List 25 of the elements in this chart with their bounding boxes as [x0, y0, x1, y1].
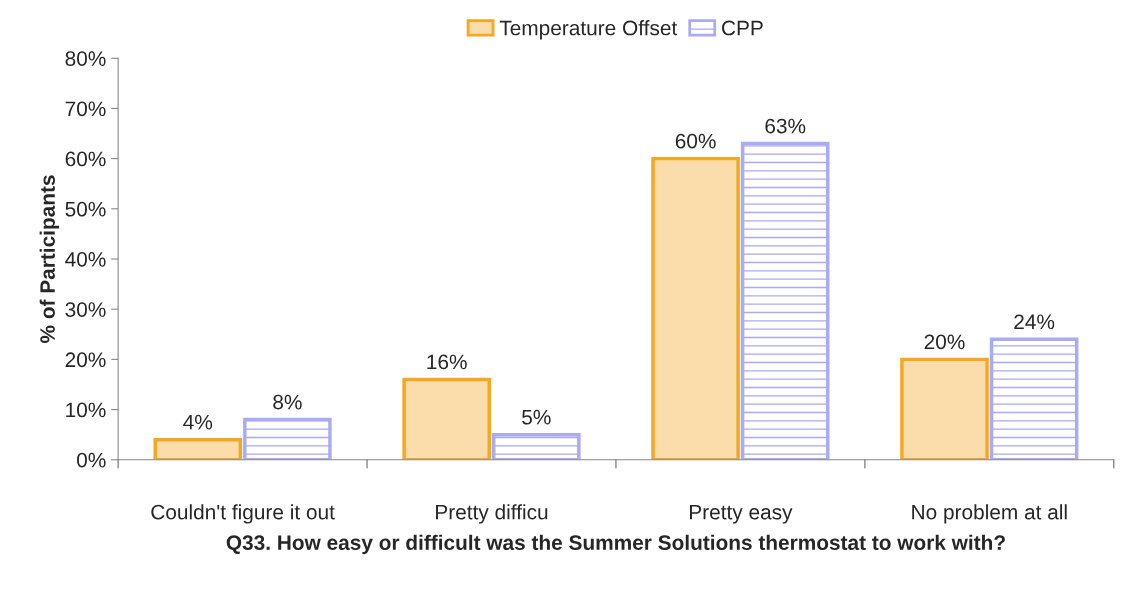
y-tick-label: 20%	[65, 352, 106, 368]
data-label: 60%	[675, 133, 716, 149]
data-label: 20%	[924, 334, 965, 350]
y-axis-title: % of Participants	[39, 175, 60, 343]
y-tick-label: 0%	[77, 452, 106, 468]
legend-label: Temperature Offset	[499, 20, 678, 40]
y-tick-label: 50%	[65, 201, 106, 217]
y-tick-label: 70%	[65, 101, 106, 117]
y-tick-label: 80%	[65, 51, 106, 66]
x-axis-title: Q33. How easy or difficult was the Summer Solutions thermostat to work with?	[226, 534, 1005, 555]
y-tick-label: 60%	[65, 151, 106, 167]
data-label: 24%	[1014, 314, 1055, 330]
x-tick-label: Pretty difficu	[436, 504, 548, 524]
legend-label: CPP	[722, 20, 763, 36]
data-label: 16%	[427, 354, 467, 370]
y-tick-label: 10%	[66, 402, 106, 418]
data-label: 8%	[273, 394, 302, 410]
data-label: 63%	[765, 118, 806, 134]
data-label: 5%	[522, 409, 551, 425]
data-label: 4%	[183, 414, 213, 430]
y-tick-label: 30%	[65, 302, 106, 317]
x-tick-label: Pretty easy	[690, 504, 793, 524]
x-tick-label: No problem at all	[912, 504, 1067, 524]
y-tick-label: 40%	[65, 251, 106, 267]
x-tick-label: Couldn't figure it out	[151, 504, 335, 524]
